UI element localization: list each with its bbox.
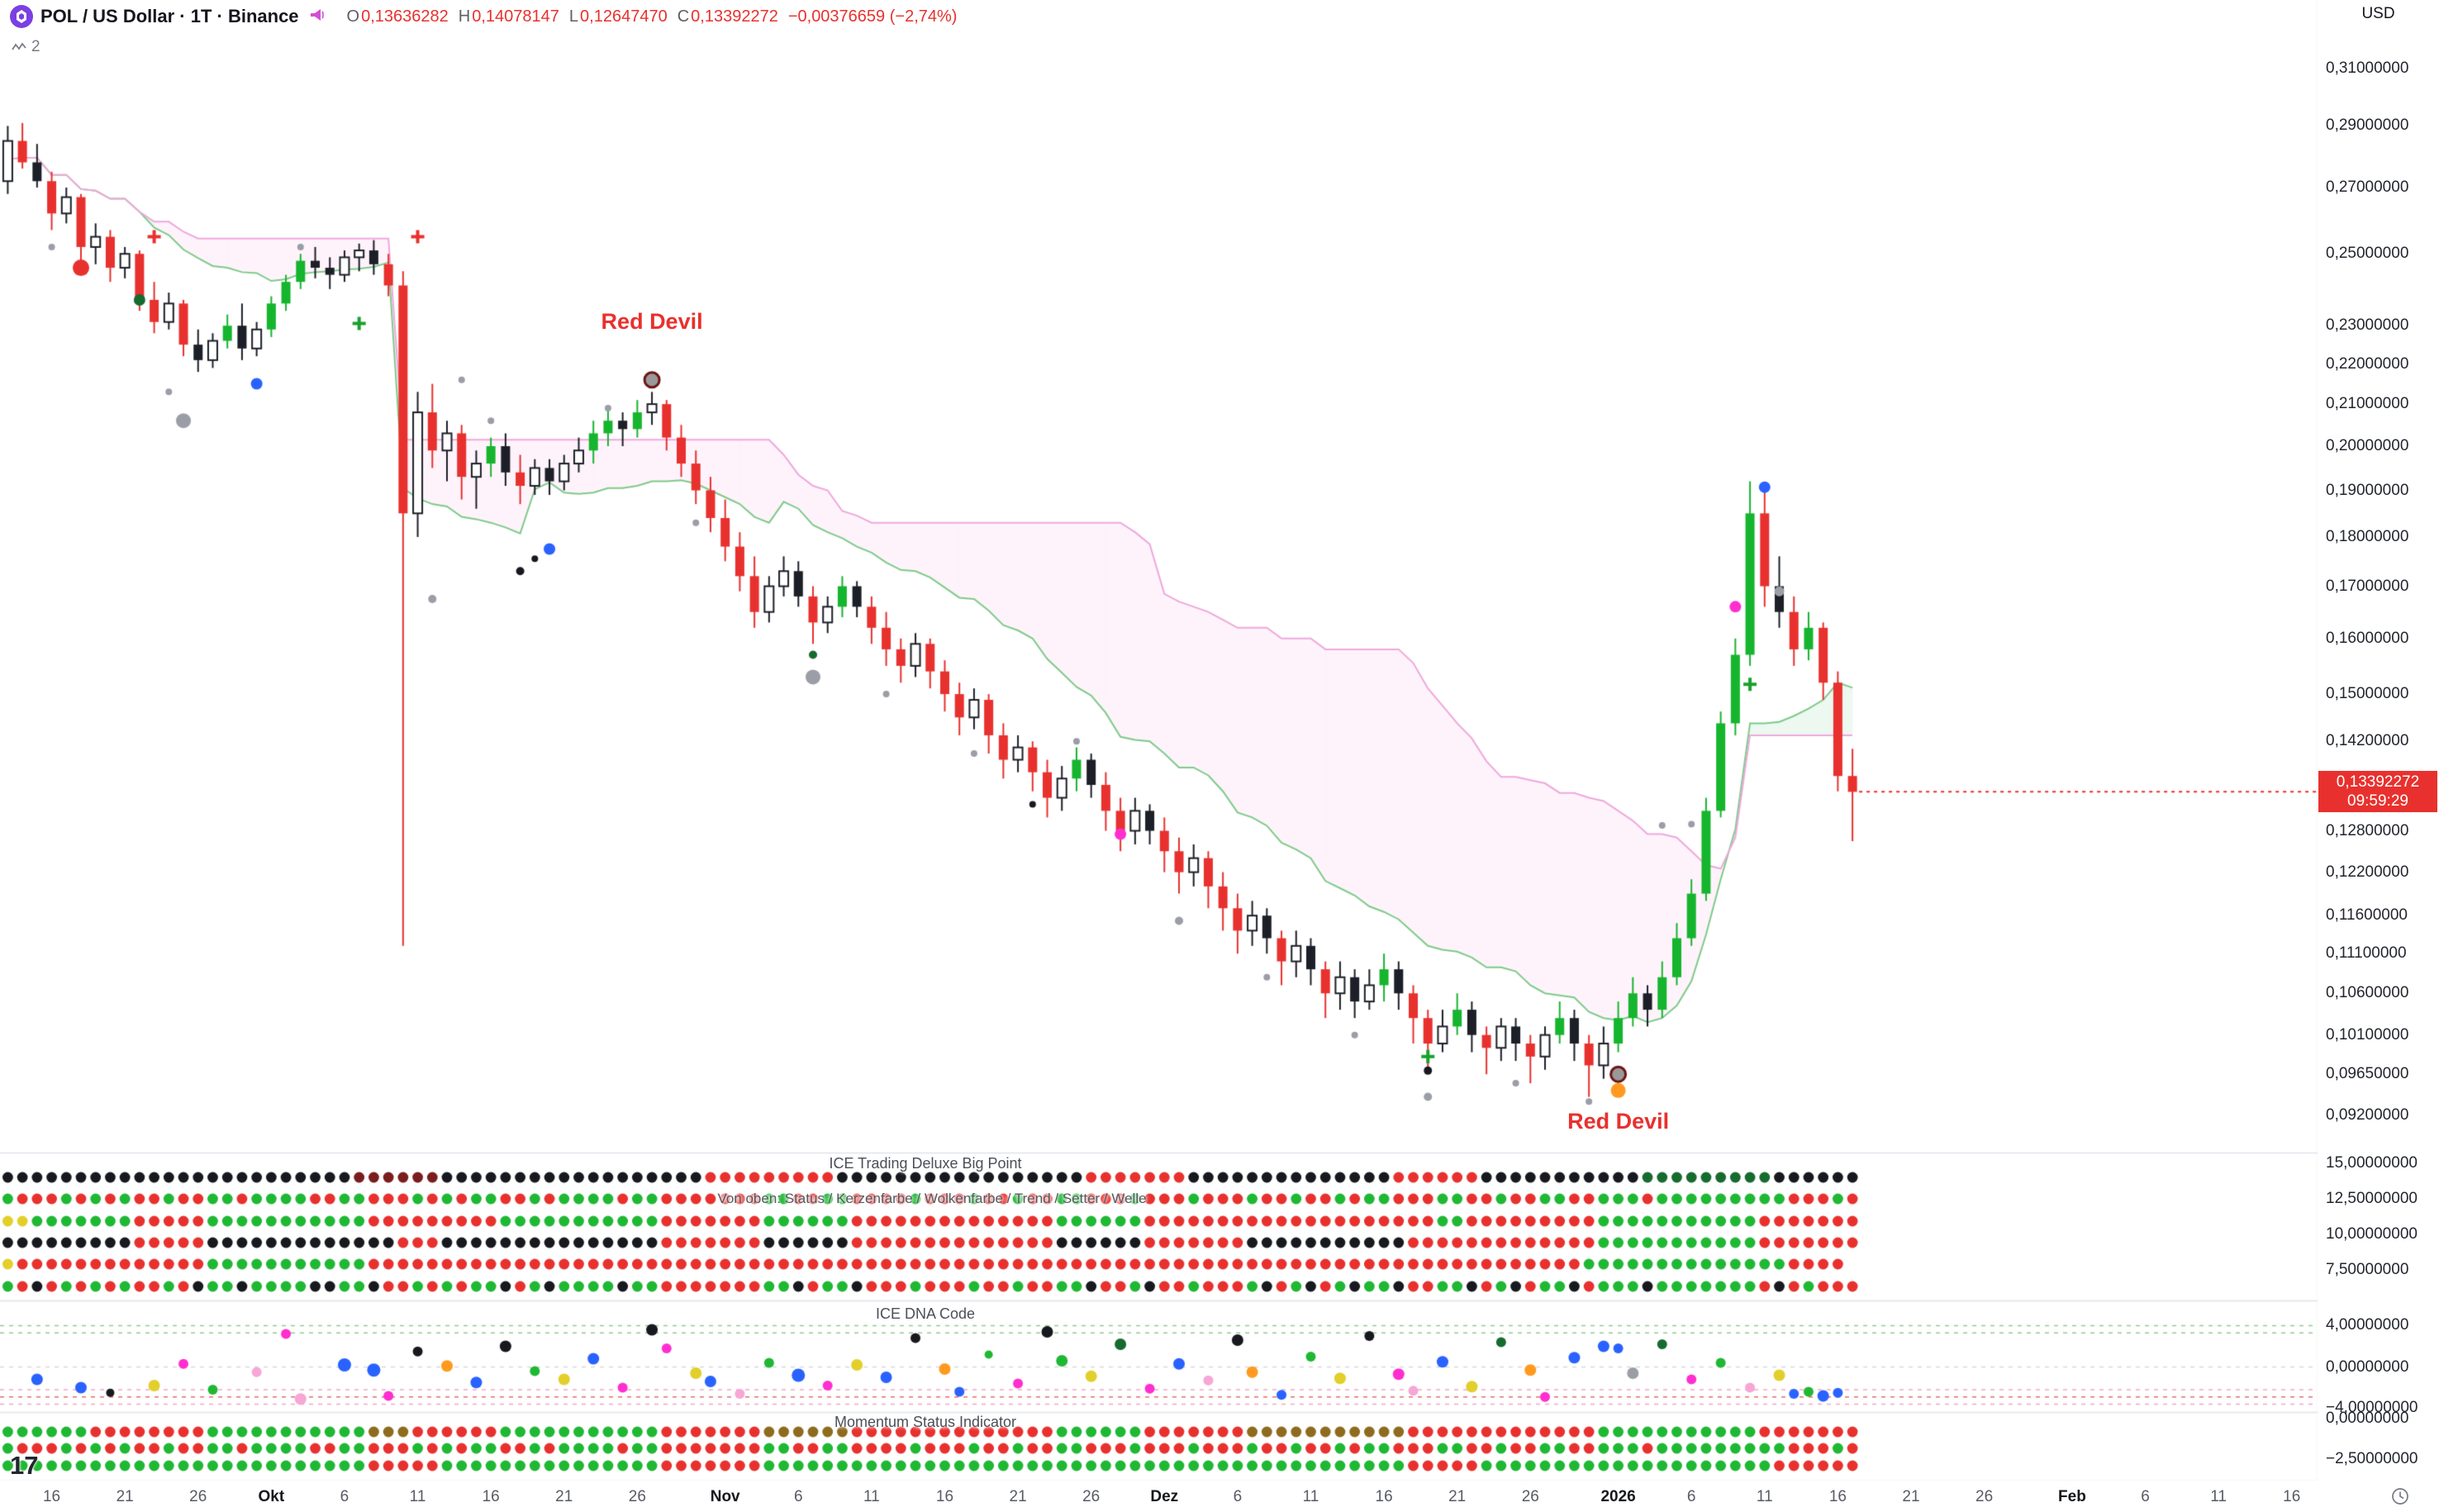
price-axis-label: 0,10600000 <box>2326 984 2409 1002</box>
price-axis-label: 0,22000000 <box>2326 354 2409 373</box>
time-axis-label: 21 <box>555 1488 573 1505</box>
time-axis-label: 6 <box>1686 1488 1696 1505</box>
time-axis-label: Dez <box>1150 1488 1179 1505</box>
symbol-logo-icon <box>10 5 33 28</box>
indicator-axis-label: 4,00000000 <box>2326 1316 2409 1334</box>
last-price-badge: 0,13392272 09:59:29 <box>2318 771 2437 813</box>
watermark-logo: 17 <box>10 1451 39 1480</box>
time-axis-label: 16 <box>42 1488 61 1505</box>
indicator-axis-label: −4,00000000 <box>2326 1399 2418 1416</box>
time-axis-label: 6 <box>2141 1488 2150 1505</box>
price-axis-label: 0,21000000 <box>2326 395 2409 413</box>
red-devil-annotation-2: Red Devil <box>1567 1108 1670 1134</box>
close-value: 0,13392272 <box>691 7 778 26</box>
price-axis-label: 0,16000000 <box>2326 629 2409 647</box>
chart-toolbar: POL / US Dollar · 1T · Binance O 0,136362… <box>0 0 957 33</box>
ohlc-values: O 0,13636282 H 0,14078147 L 0,12647470 C 0,1… <box>337 7 958 26</box>
big-point-pane-title[interactable]: ICE Trading Deluxe Big Point <box>829 1155 1022 1172</box>
price-axis-label: 0,20000000 <box>2326 437 2409 454</box>
momentum-pane-title[interactable]: Momentum Status Indicator <box>834 1414 1017 1430</box>
time-axis-label: 26 <box>628 1488 646 1505</box>
time-axis-label: 11 <box>863 1488 880 1505</box>
open-value: 0,13636282 <box>361 7 449 26</box>
indicator-axis-label: −2,50000000 <box>2326 1450 2418 1467</box>
price-axis[interactable]: USD 0,13392272 09:59:29 0,31000000 0,2900… <box>2318 0 2439 1512</box>
time-axis-label: 26 <box>1521 1488 1539 1505</box>
dna-pane-title[interactable]: ICE DNA Code <box>875 1305 976 1322</box>
low-value: 0,12647470 <box>580 7 668 26</box>
time-axis-label: 21 <box>1009 1488 1027 1505</box>
price-axis-label: 0,11600000 <box>2326 906 2408 925</box>
high-value: 0,14078147 <box>472 7 559 26</box>
price-axis-label: 0,19000000 <box>2326 481 2409 499</box>
time-axis-label: 16 <box>2283 1488 2301 1505</box>
last-price-value: 0,13392272 <box>2336 773 2420 792</box>
time-axis-label: 11 <box>1756 1488 1773 1505</box>
time-axis-label: Nov <box>710 1488 740 1505</box>
indicator-axis-label: 7,50000000 <box>2326 1261 2409 1278</box>
price-axis-label: 0,09650000 <box>2326 1065 2409 1083</box>
price-axis-label: 0,10100000 <box>2326 1025 2409 1044</box>
indicator-axis-label: 15,00000000 <box>2326 1154 2418 1172</box>
open-label: O <box>346 7 360 26</box>
high-label: H <box>458 7 471 26</box>
time-axis-label: 21 <box>1448 1488 1467 1505</box>
low-label: L <box>568 7 579 26</box>
time-axis-label: 16 <box>1375 1488 1393 1505</box>
price-axis-label: 0,18000000 <box>2326 527 2409 545</box>
time-axis-label: 16 <box>935 1488 954 1505</box>
time-axis-label: 2026 <box>1600 1488 1636 1505</box>
price-axis-label: 0,15000000 <box>2326 685 2409 703</box>
indicator-axis-label: 0,00000000 <box>2326 1410 2409 1427</box>
price-axis-label: 0,17000000 <box>2326 577 2409 595</box>
price-axis-label: 0,11100000 <box>2326 944 2407 963</box>
time-axis-label: 6 <box>1233 1488 1243 1505</box>
time-axis-label: 16 <box>482 1488 500 1505</box>
time-axis-label: 11 <box>1302 1488 1319 1505</box>
time-axis-label: 26 <box>1082 1488 1101 1505</box>
price-axis-label: 0,09200000 <box>2326 1106 2409 1124</box>
price-axis-label: 0,27000000 <box>2326 178 2409 196</box>
time-axis-label: 26 <box>189 1488 207 1505</box>
bar-countdown: 09:59:29 <box>2347 792 2408 811</box>
time-axis-label: 6 <box>340 1488 349 1505</box>
price-axis-label: 0,12800000 <box>2326 821 2409 839</box>
price-axis-label: 0,31000000 <box>2326 59 2409 77</box>
time-axis-label: 21 <box>116 1488 134 1505</box>
timezone-clock-icon[interactable] <box>2391 1487 2409 1510</box>
time-axis-label: 26 <box>1975 1488 1994 1505</box>
time-axis-label: 11 <box>2210 1488 2227 1505</box>
symbol-title[interactable]: POL / US Dollar · 1T · Binance <box>40 6 299 26</box>
price-axis-label: 0,14200000 <box>2326 732 2409 750</box>
indicator-axis-label: 10,00000000 <box>2326 1225 2418 1243</box>
change-value: −0,00376659 (−2,74%) <box>787 7 958 26</box>
indicators-collapsed-badge[interactable]: 2 <box>12 38 40 56</box>
currency-label[interactable]: USD <box>2361 5 2395 22</box>
big-point-pane-subtitle: Von oben: Status / Kerzenfarbe / Wolkenf… <box>717 1191 1147 1206</box>
time-axis-label: Feb <box>2058 1488 2086 1505</box>
time-axis[interactable]: 16 21 26 Okt 6 11 16 21 26 Nov 6 11 16 21 26 Dez 6 11 16 21… <box>0 1481 2439 1512</box>
indicator-count: 2 <box>31 38 40 55</box>
price-axis-label: 0,25000000 <box>2326 245 2409 263</box>
indicator-wave-icon <box>12 42 26 50</box>
price-axis-label: 0,12200000 <box>2326 863 2409 881</box>
price-axis-label: 0,23000000 <box>2326 316 2409 335</box>
time-axis-label: 6 <box>793 1488 803 1505</box>
megaphone-icon <box>309 7 326 27</box>
time-axis-label: 16 <box>1828 1488 1847 1505</box>
price-axis-label: 0,29000000 <box>2326 116 2409 135</box>
close-label: C <box>677 7 690 26</box>
time-axis-label: 21 <box>1902 1488 1920 1505</box>
indicator-axis-label: 0,00000000 <box>2326 1358 2409 1376</box>
indicator-axis-label: 12,50000000 <box>2326 1190 2418 1207</box>
time-axis-label: Okt <box>258 1488 285 1505</box>
time-axis-label: 11 <box>409 1488 426 1505</box>
red-devil-annotation-1: Red Devil <box>601 308 703 334</box>
